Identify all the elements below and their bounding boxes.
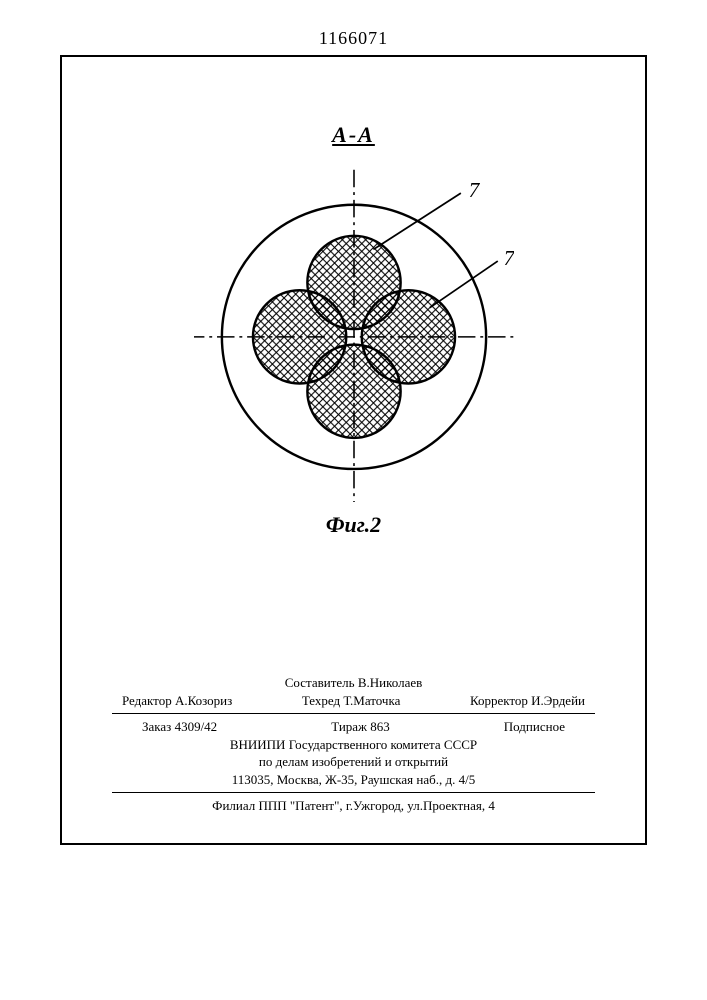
credits-line: Редактор А.Козориз Техред Т.Маточка Корр… [112,692,595,710]
callout-label-7b: 7 [503,246,513,270]
section-label: А-А [154,122,554,148]
figure-label: Фиг.2 [154,512,554,538]
footer-block: Составитель В.Николаев Редактор А.Козори… [112,674,595,815]
address-line: 113035, Москва, Ж-35, Раушская наб., д. … [112,771,595,789]
circulation: Тираж 863 [331,718,390,736]
divider-2 [112,792,595,793]
callout-label-7a: 7 [468,178,480,202]
compiler-line: Составитель В.Николаев [112,674,595,692]
page-number: 1166071 [319,28,388,49]
editor: Редактор А.Козориз [122,692,232,710]
corrector: Корректор И.Эрдейи [470,692,585,710]
compiler-label: Составитель [285,675,355,690]
subscription: Подписное [504,718,565,736]
page-frame: А-А [60,55,647,845]
cross-section-diagram: 7 7 [194,162,514,502]
compiler-name: В.Николаев [358,675,422,690]
print-line: Заказ 4309/42 Тираж 863 Подписное [112,718,595,736]
tech-editor: Техред Т.Маточка [302,692,401,710]
org-line-2: по делам изобретений и открытий [112,753,595,771]
order: Заказ 4309/42 [142,718,217,736]
diagram-area: А-А [154,122,554,538]
org-line-1: ВНИИПИ Государственного комитета СССР [112,736,595,754]
divider-1 [112,713,595,714]
branch-line: Филиал ППП "Патент", г.Ужгород, ул.Проек… [112,797,595,815]
